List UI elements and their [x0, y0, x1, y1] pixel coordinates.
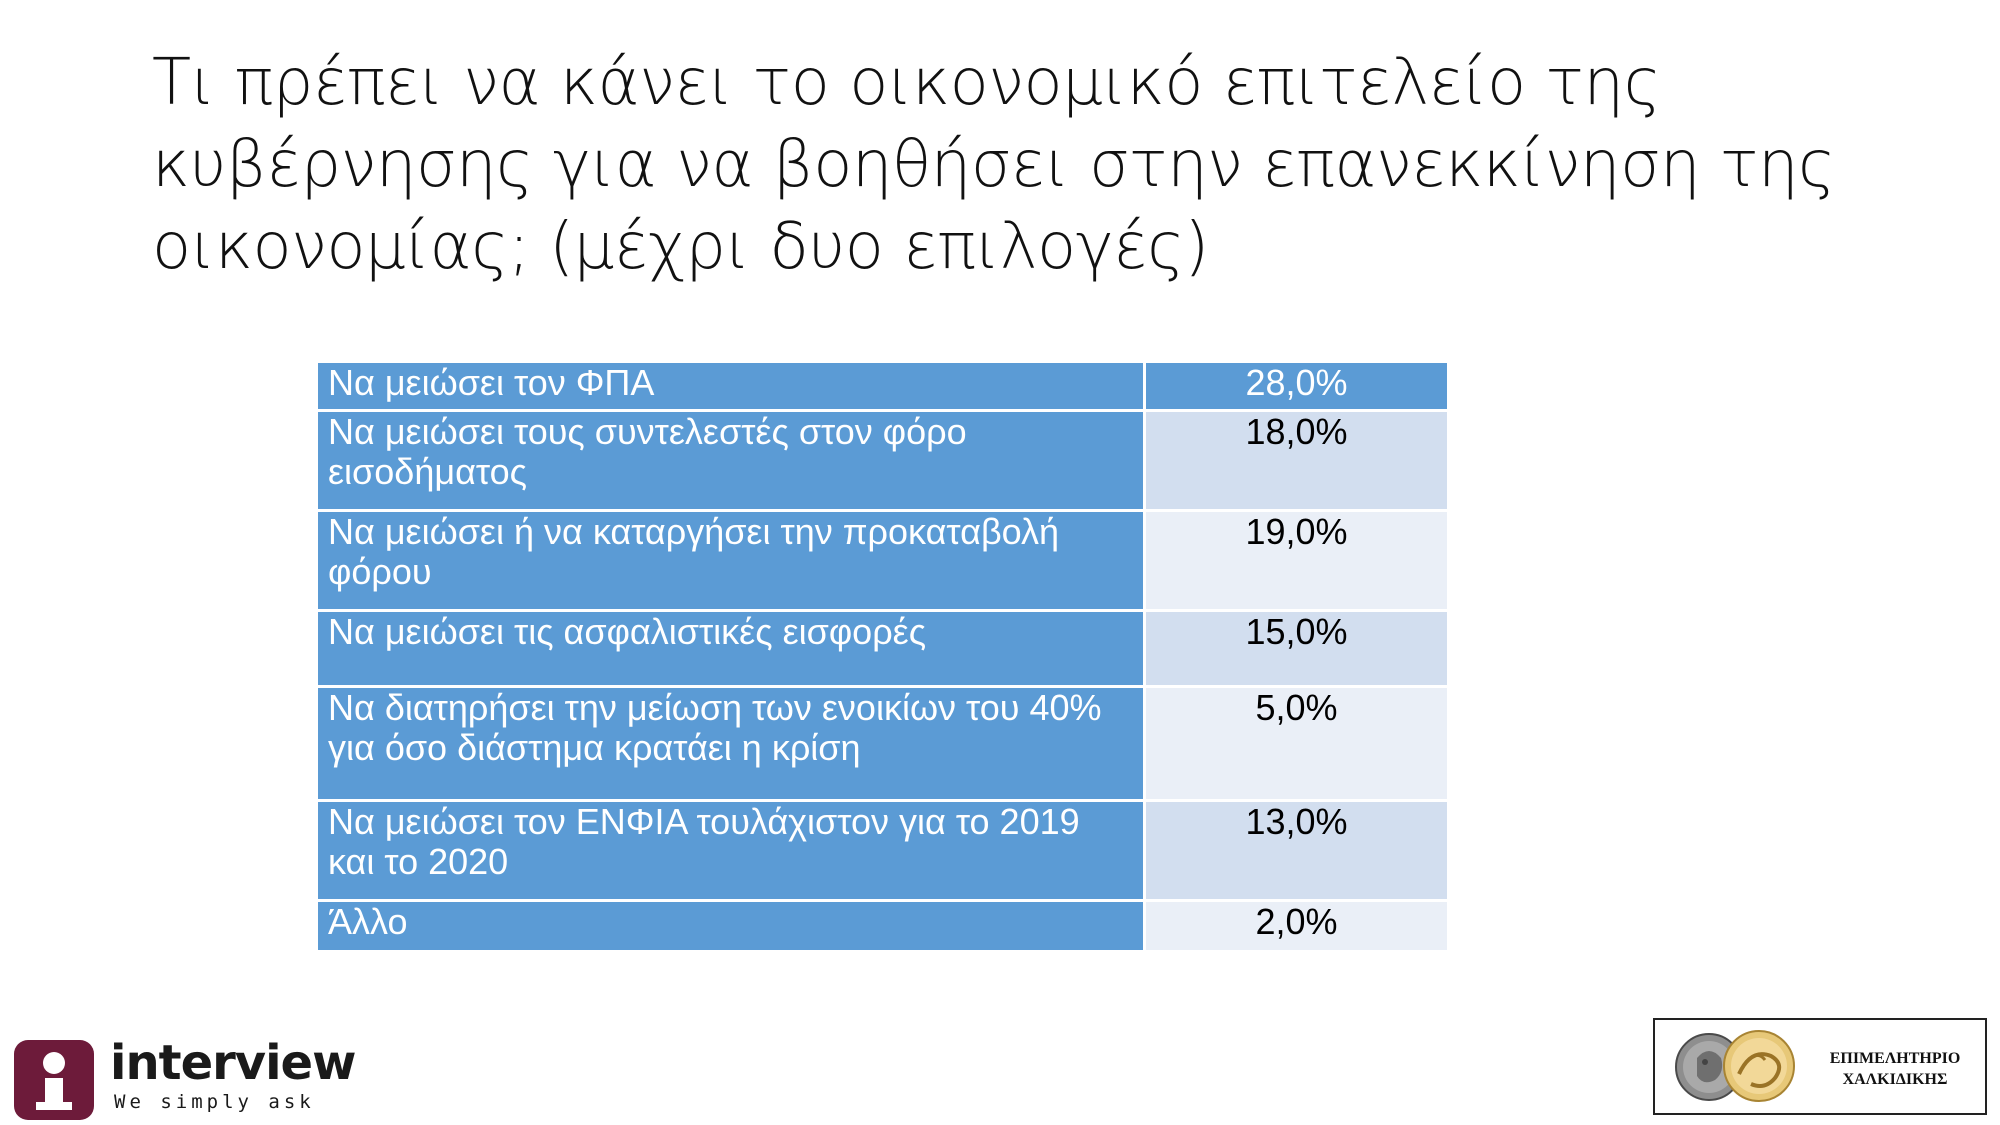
row-value: 28,0% [1143, 360, 1450, 412]
chamber-logo: ΕΠΙΜΕΛΗΤΗΡΙΟ ΧΑΛΚΙΔΙΚΗΣ [1653, 1018, 1987, 1115]
results-table: Να μειώσει τον ΦΠΑ 28,0% Να μειώσει τους… [315, 360, 1450, 953]
row-label: Να μειώσει τον ΦΠΑ [315, 360, 1146, 412]
row-value: 2,0% [1143, 899, 1450, 953]
table-row: Να μειώσει τον ΦΠΑ 28,0% [315, 360, 1450, 412]
row-value: 19,0% [1143, 509, 1450, 612]
row-label: Άλλο [315, 899, 1146, 953]
slide-title: Τι πρέπει να κάνει το οικονομικό επιτελε… [152, 46, 1836, 284]
interview-logo-name: interview [110, 1035, 356, 1091]
table-row: Να μειώσει τον ΕΝΦΙΑ τουλάχιστον για το … [315, 799, 1450, 902]
table-row: Άλλο 2,0% [315, 899, 1450, 953]
chamber-logo-text: ΕΠΙΜΕΛΗΤΗΡΙΟ ΧΑΛΚΙΔΙΚΗΣ [1807, 1048, 1983, 1090]
row-label: Να μειώσει τις ασφαλιστικές εισφορές [315, 609, 1146, 688]
row-value: 13,0% [1143, 799, 1450, 902]
interview-logo-tagline: We simply ask [114, 1091, 315, 1113]
chamber-logo-line2: ΧΑΛΚΙΔΙΚΗΣ [1842, 1071, 1948, 1088]
row-label: Να μειώσει τους συντελεστές στον φόρο ει… [315, 409, 1146, 512]
row-value: 15,0% [1143, 609, 1450, 688]
row-label: Να διατηρήσει την μείωση των ενοικίων το… [315, 685, 1146, 802]
interview-logo: interview We simply ask [14, 1036, 356, 1122]
row-value: 5,0% [1143, 685, 1450, 802]
table-row: Να διατηρήσει την μείωση των ενοικίων το… [315, 685, 1450, 802]
coins-icon [1675, 1030, 1795, 1102]
table-row: Να μειώσει τις ασφαλιστικές εισφορές 15,… [315, 609, 1450, 688]
table-row: Να μειώσει ή να καταργήσει την προκαταβο… [315, 509, 1450, 612]
row-label: Να μειώσει τον ΕΝΦΙΑ τουλάχιστον για το … [315, 799, 1146, 902]
row-label: Να μειώσει ή να καταργήσει την προκαταβο… [315, 509, 1146, 612]
chamber-logo-line1: ΕΠΙΜΕΛΗΤΗΡΙΟ [1829, 1050, 1961, 1067]
table-row: Να μειώσει τους συντελεστές στον φόρο ει… [315, 409, 1450, 512]
info-icon [14, 1040, 94, 1120]
row-value: 18,0% [1143, 409, 1450, 512]
